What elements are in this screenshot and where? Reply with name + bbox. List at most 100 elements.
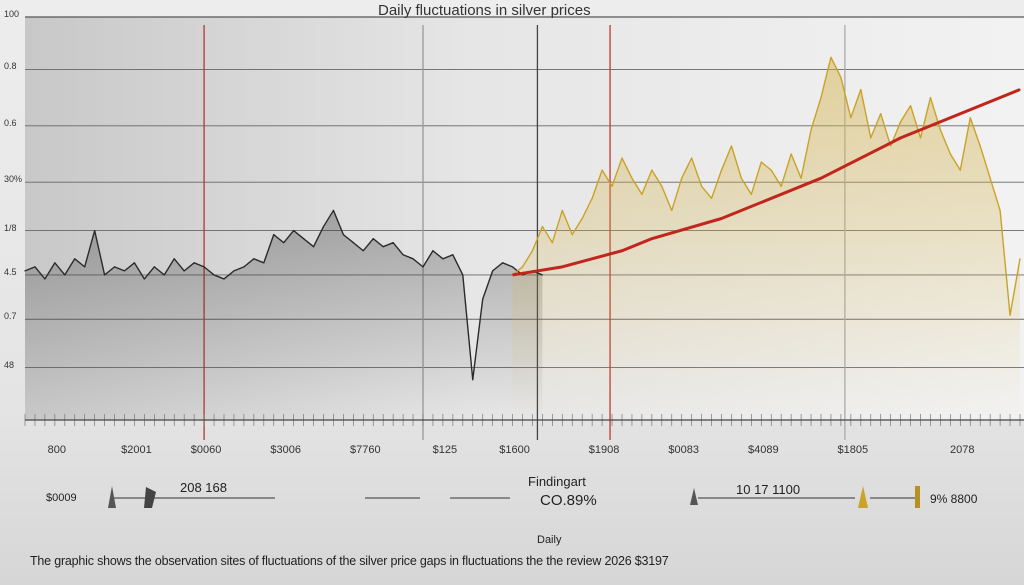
data-point (551, 242, 553, 244)
x-tick-label: $1908 (588, 444, 620, 456)
data-point (233, 270, 235, 272)
data-point (850, 117, 852, 119)
data-point (412, 258, 414, 260)
series-line-fluctuations (512, 56, 1021, 316)
data-point (362, 250, 364, 252)
data-point (541, 225, 544, 228)
data-point (432, 250, 434, 252)
data-point (780, 185, 782, 187)
data-point (312, 246, 315, 248)
data-point (581, 217, 583, 220)
data-point (661, 185, 663, 187)
data-point (143, 278, 145, 280)
data-point (402, 254, 404, 256)
data-point (939, 129, 942, 131)
data-point (810, 129, 812, 131)
data-point (840, 76, 842, 79)
data-point (511, 266, 514, 268)
data-point (133, 262, 136, 264)
legend-left-label: 208 168 (180, 480, 227, 495)
data-point (293, 229, 295, 232)
legend-marker-icon (144, 487, 156, 508)
data-point (472, 379, 474, 381)
data-point (203, 266, 205, 268)
data-point (153, 266, 155, 268)
data-point (1009, 314, 1011, 316)
data-point (790, 153, 792, 155)
data-point (710, 197, 713, 199)
data-point (720, 217, 723, 220)
data-point (1019, 258, 1021, 260)
data-point (392, 242, 394, 244)
x-tick-label: $0083 (668, 444, 699, 456)
data-point (870, 137, 872, 139)
data-point (173, 258, 175, 260)
y-tick-label: 30% (4, 174, 23, 185)
series-line-trend (512, 88, 1021, 277)
data-point (502, 262, 504, 264)
data-point (701, 185, 703, 187)
data-point (621, 157, 623, 159)
data-point (462, 274, 464, 276)
data-point (531, 250, 534, 252)
data-point (24, 270, 26, 272)
data-point (94, 229, 96, 232)
y-tick-label: 48 (4, 359, 15, 370)
data-point (382, 246, 384, 248)
x-tick-label: $1600 (499, 444, 530, 456)
data-point (561, 209, 563, 212)
x-tick-label: 2078 (950, 444, 975, 456)
y-tick-label: 0.8 (4, 61, 17, 72)
data-point (959, 169, 961, 171)
series-area-fluctuations (512, 57, 1020, 421)
y-tick-label: 1/8 (4, 222, 17, 233)
series-area-daily (25, 210, 543, 420)
data-point (123, 270, 126, 272)
data-point (84, 266, 86, 268)
data-point (213, 274, 215, 276)
data-point (372, 238, 374, 240)
legend-right-label: 10 17 1100 (736, 482, 801, 497)
data-point (750, 193, 752, 195)
data-point (979, 145, 981, 147)
data-point (342, 234, 344, 236)
data-point (332, 209, 335, 212)
chart-caption: The graphic shows the observation sites … (30, 554, 669, 568)
data-point (720, 169, 723, 171)
x-tick-label: $1805 (837, 444, 869, 456)
data-point (322, 225, 325, 228)
legend-marker-icon (108, 486, 116, 508)
data-point (651, 169, 653, 171)
data-point (223, 278, 225, 280)
legend-mid-title: Findingart (528, 474, 586, 489)
data-point (999, 209, 1001, 212)
data-point (900, 121, 902, 123)
data-point (352, 242, 354, 244)
data-point (820, 97, 822, 99)
data-point (611, 185, 613, 187)
data-point (770, 169, 772, 171)
data-point (482, 298, 484, 300)
data-point (601, 169, 603, 171)
legend-footer-title: Daily (537, 534, 562, 546)
data-point (820, 177, 822, 179)
data-point (681, 177, 683, 179)
data-point (243, 266, 245, 268)
data-point (54, 262, 56, 264)
legend-marker-icon (915, 486, 920, 508)
x-tick-label: $7760 (350, 444, 381, 456)
data-point (900, 137, 902, 139)
data-point (909, 105, 912, 107)
x-tick-label: $0060 (190, 444, 222, 456)
data-point (442, 258, 444, 260)
data-point (163, 274, 165, 276)
x-tick-label: $4089 (748, 444, 779, 456)
x-tick-label: $3006 (270, 444, 301, 456)
data-point (860, 88, 862, 91)
legend-marker-icon (690, 488, 698, 505)
data-point (511, 274, 514, 276)
data-point (880, 113, 882, 115)
data-point (800, 177, 802, 179)
y-tick-label: 0.6 (4, 117, 17, 128)
data-point (283, 242, 285, 244)
